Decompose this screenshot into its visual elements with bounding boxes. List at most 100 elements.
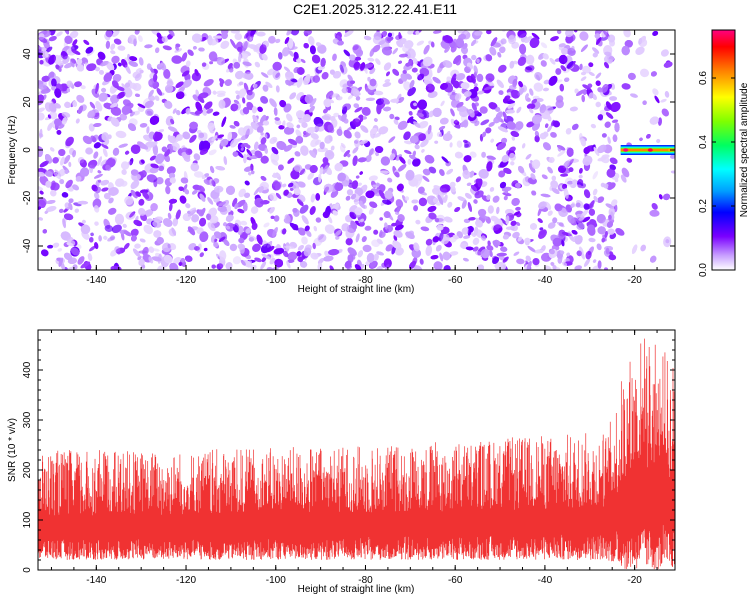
- heatmap-cell: [193, 171, 204, 178]
- heatmap-cell: [239, 43, 244, 54]
- heatmap-cell: [456, 140, 463, 148]
- heatmap-cell: [111, 224, 122, 234]
- heatmap-cell: [269, 192, 278, 202]
- heatmap-cell: [101, 187, 109, 192]
- colorbar-tick-label: 0.6: [698, 71, 709, 85]
- heatmap-cell: [90, 232, 94, 237]
- heatmap-cell: [324, 250, 330, 257]
- heatmap-cell: [597, 196, 605, 203]
- heatmap-cell: [407, 158, 412, 165]
- heatmap-cell: [533, 82, 544, 92]
- heatmap-cell: [242, 97, 246, 104]
- spectrogram-x-tick-label: -140: [86, 275, 106, 286]
- heatmap-cell: [614, 178, 619, 183]
- heatmap-cell: [664, 91, 670, 98]
- heatmap-cell: [74, 208, 80, 213]
- heatmap-cell: [130, 228, 139, 237]
- heatmap-cell: [201, 107, 208, 116]
- heatmap-cell: [592, 171, 599, 180]
- heatmap-cell: [420, 139, 429, 148]
- heatmap-cell: [268, 35, 276, 44]
- heatmap-cell: [639, 68, 650, 78]
- heatmap-cell: [122, 223, 127, 228]
- heatmap-cell: [469, 151, 477, 158]
- snr-x-tick-label: -40: [538, 575, 553, 586]
- snr-line: [38, 338, 675, 570]
- heatmap-cell: [110, 235, 116, 241]
- heatmap-cell: [115, 130, 127, 139]
- heatmap-cell: [588, 71, 595, 77]
- heatmap-cell: [216, 93, 226, 98]
- heatmap-cell: [640, 244, 647, 252]
- heatmap-cell: [449, 251, 459, 256]
- heatmap-cell: [548, 156, 555, 164]
- heatmap-cell: [289, 187, 294, 191]
- heatmap-cell: [173, 257, 182, 264]
- heatmap-cell: [503, 195, 508, 201]
- heatmap-cell: [330, 189, 339, 198]
- heatmap-cell: [139, 122, 148, 128]
- heatmap-cell: [656, 138, 661, 144]
- heatmap-cell: [103, 192, 111, 200]
- spectrogram-y-tick-label: -40: [22, 238, 33, 253]
- heatmap-cell: [63, 154, 71, 165]
- heatmap-cell: [287, 251, 298, 261]
- heatmap-cell: [489, 186, 495, 192]
- heatmap-cell: [500, 218, 508, 226]
- heatmap-cell: [425, 245, 433, 257]
- heatmap-cell: [601, 133, 607, 138]
- heatmap-cell: [660, 98, 667, 103]
- heatmap-cell: [423, 44, 430, 55]
- heatmap-cell: [307, 172, 315, 180]
- heatmap-cell: [162, 45, 172, 51]
- heatmap-cell: [117, 45, 126, 51]
- heatmap-cell: [121, 83, 127, 90]
- heatmap-cell: [89, 245, 96, 252]
- heatmap-cell: [181, 52, 188, 62]
- heatmap-cell: [271, 159, 279, 166]
- heatmap-cell: [615, 228, 625, 236]
- heatmap-cell: [539, 227, 544, 231]
- heatmap-cell: [230, 30, 241, 34]
- heatmap-cell: [591, 47, 600, 54]
- heatmap-cell: [154, 47, 160, 54]
- heatmap-cell: [150, 203, 158, 212]
- heatmap-cell: [283, 66, 291, 73]
- heatmap-cell: [146, 174, 158, 183]
- heatmap-cell: [273, 215, 280, 222]
- heatmap-cell: [148, 89, 154, 97]
- colorbar-gradient: [711, 29, 736, 271]
- heatmap-cell: [263, 222, 270, 228]
- heatmap-cell: [345, 237, 353, 246]
- heatmap-cell: [262, 120, 269, 126]
- heatmap-cell: [75, 118, 80, 124]
- heatmap-cell: [340, 142, 346, 149]
- heatmap-cell: [333, 112, 340, 118]
- heatmap-cell: [428, 166, 437, 174]
- snr-x-tick-label: -140: [86, 575, 106, 586]
- heatmap-cell: [262, 84, 269, 92]
- heatmap-cell: [212, 35, 224, 39]
- heatmap-cell: [72, 150, 77, 158]
- heatmap-cell: [385, 244, 394, 252]
- heatmap-cell: [474, 83, 478, 87]
- heatmap-cell: [571, 123, 579, 131]
- heatmap-cell: [300, 145, 309, 156]
- heatmap-cell: [182, 184, 188, 193]
- heatmap-cell: [588, 237, 596, 243]
- heatmap-cell: [419, 258, 424, 265]
- heatmap-cell: [85, 147, 93, 155]
- heatmap-cell: [508, 34, 517, 45]
- heatmap-cell: [556, 95, 564, 103]
- heatmap-cell: [260, 261, 267, 270]
- heatmap-cell: [189, 134, 197, 143]
- heatmap-cell: [515, 221, 521, 226]
- heatmap-cell: [335, 236, 340, 240]
- heatmap-cell: [369, 48, 375, 57]
- heatmap-cell: [165, 185, 171, 195]
- heatmap-cell: [254, 257, 262, 263]
- heatmap-cells: [38, 30, 675, 270]
- heatmap-cell: [368, 175, 378, 181]
